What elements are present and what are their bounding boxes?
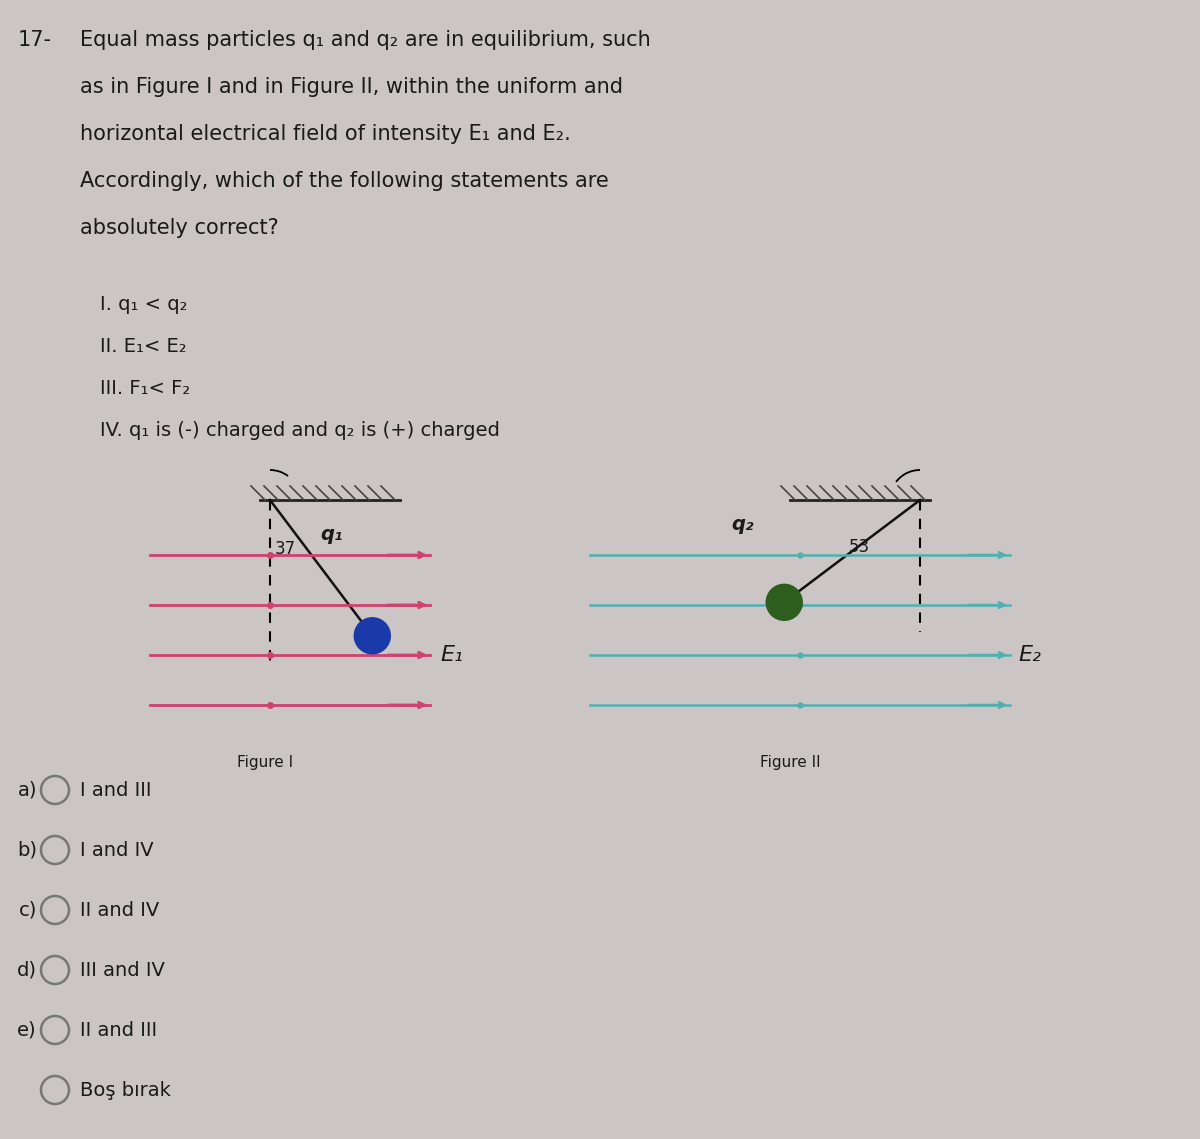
Text: 37: 37 <box>275 540 296 558</box>
Text: II. E₁< E₂: II. E₁< E₂ <box>100 337 187 357</box>
Text: 17-: 17- <box>18 30 52 50</box>
Text: III. F₁< F₂: III. F₁< F₂ <box>100 379 191 398</box>
Text: as in Figure I and in Figure II, within the uniform and: as in Figure I and in Figure II, within … <box>80 77 623 97</box>
Text: b): b) <box>17 841 37 860</box>
Text: Figure II: Figure II <box>760 755 821 770</box>
Text: absolutely correct?: absolutely correct? <box>80 218 278 238</box>
Text: I and IV: I and IV <box>80 841 154 860</box>
Text: q₂: q₂ <box>732 515 755 534</box>
Circle shape <box>354 617 390 654</box>
Text: E₁: E₁ <box>440 645 463 665</box>
Text: c): c) <box>19 901 37 919</box>
Circle shape <box>767 584 803 621</box>
Text: q₁: q₁ <box>320 525 342 544</box>
Text: Accordingly, which of the following statements are: Accordingly, which of the following stat… <box>80 171 608 191</box>
Text: IV. q₁ is (-) charged and q₂ is (+) charged: IV. q₁ is (-) charged and q₂ is (+) char… <box>100 421 500 440</box>
Text: horizontal electrical field of intensity E₁ and E₂.: horizontal electrical field of intensity… <box>80 124 571 144</box>
Text: Equal mass particles q₁ and q₂ are in equilibrium, such: Equal mass particles q₁ and q₂ are in eq… <box>80 30 650 50</box>
Text: Boş bırak: Boş bırak <box>80 1081 170 1099</box>
Text: III and IV: III and IV <box>80 960 164 980</box>
Text: Figure I: Figure I <box>236 755 293 770</box>
Text: II and IV: II and IV <box>80 901 160 919</box>
Text: E₂: E₂ <box>1018 645 1040 665</box>
Text: e): e) <box>17 1021 37 1040</box>
Text: 53: 53 <box>848 538 870 556</box>
Text: II and III: II and III <box>80 1021 157 1040</box>
Text: I. q₁ < q₂: I. q₁ < q₂ <box>100 295 187 314</box>
Text: a): a) <box>18 780 37 800</box>
Text: I and III: I and III <box>80 780 151 800</box>
Text: d): d) <box>17 960 37 980</box>
